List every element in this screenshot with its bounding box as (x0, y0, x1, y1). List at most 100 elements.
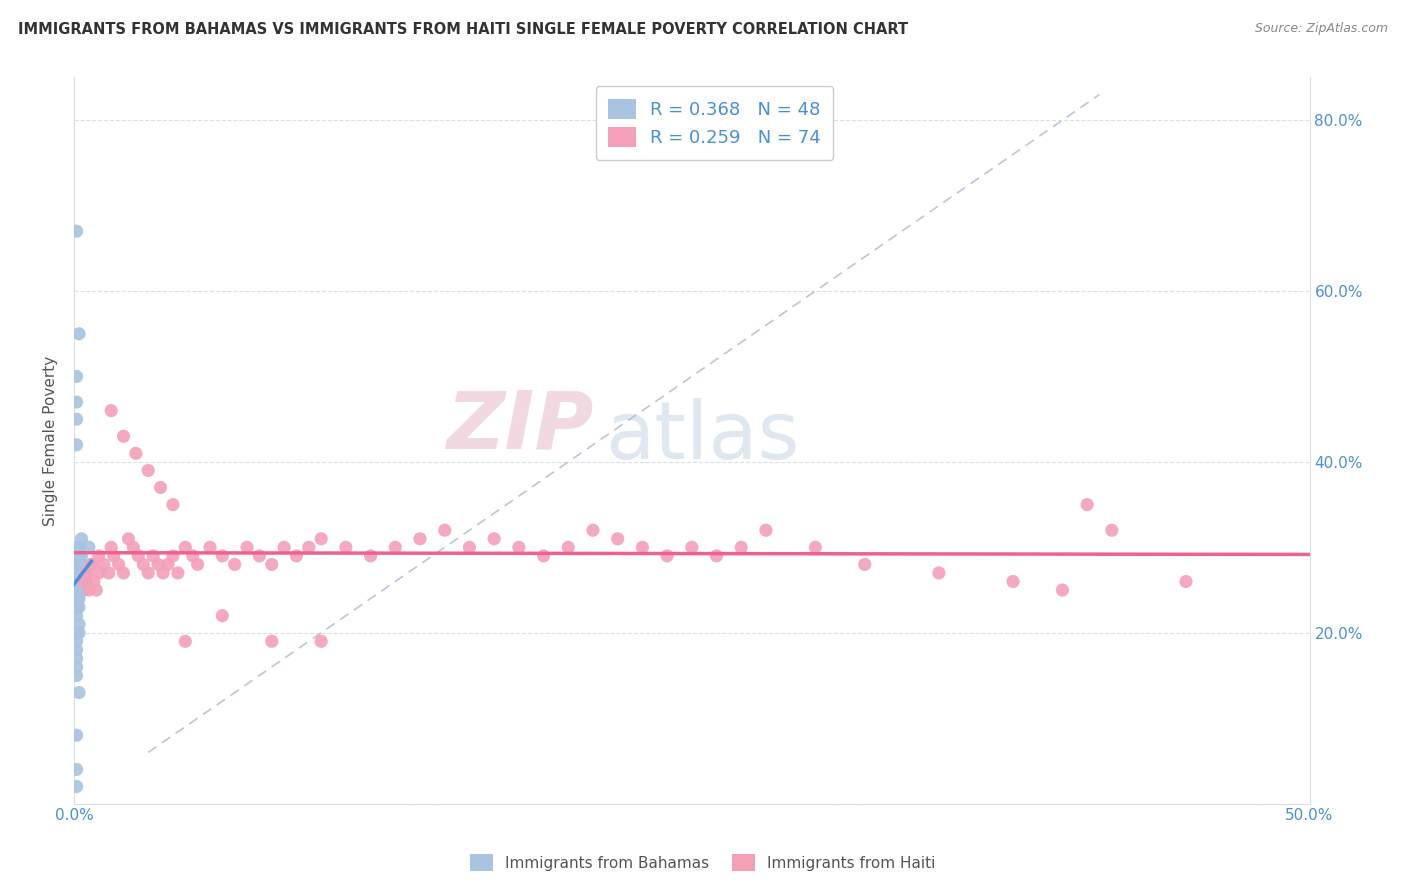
Point (224, 558, 246, 572)
Point (1076, 498, 1098, 512)
Point (80, 558, 103, 572)
Point (928, 566, 950, 580)
Text: atlas: atlas (606, 398, 800, 476)
Point (655, 549, 678, 563)
Point (107, 558, 129, 572)
Point (73, 582, 96, 597)
Point (67, 326, 90, 341)
Point (100, 403, 122, 417)
Point (187, 558, 209, 572)
Point (65, 668, 87, 682)
Legend: Immigrants from Bahamas, Immigrants from Haiti: Immigrants from Bahamas, Immigrants from… (464, 848, 942, 877)
Point (730, 541, 752, 555)
Point (198, 541, 221, 555)
Point (67, 541, 90, 555)
Point (606, 532, 628, 546)
Point (260, 634, 283, 648)
Point (67, 591, 90, 606)
Point (65, 558, 87, 572)
Point (125, 446, 148, 460)
Point (93, 558, 115, 572)
Point (97, 566, 120, 580)
Point (122, 541, 145, 555)
Point (65, 728, 87, 742)
Point (433, 523, 456, 537)
Point (65, 566, 87, 580)
Point (298, 541, 321, 555)
Point (65, 651, 87, 665)
Point (65, 369, 87, 384)
Point (86, 582, 108, 597)
Point (75, 566, 97, 580)
Point (482, 532, 505, 546)
Text: Source: ZipAtlas.com: Source: ZipAtlas.com (1254, 22, 1388, 36)
Point (582, 523, 605, 537)
Point (65, 643, 87, 657)
Point (557, 541, 579, 555)
Y-axis label: Single Female Poverty: Single Female Poverty (44, 355, 58, 525)
Point (247, 549, 270, 563)
Point (458, 541, 481, 555)
Point (70, 532, 93, 546)
Point (65, 541, 87, 555)
Point (100, 541, 122, 555)
Point (70, 549, 93, 563)
Point (83, 574, 105, 589)
Point (136, 566, 159, 580)
Point (142, 549, 165, 563)
Point (167, 566, 190, 580)
Point (73, 574, 96, 589)
Point (409, 532, 432, 546)
Point (67, 549, 90, 563)
Point (73, 566, 96, 580)
Point (162, 549, 184, 563)
Point (77, 541, 100, 555)
Point (65, 224, 87, 238)
Point (162, 498, 184, 512)
Point (174, 541, 197, 555)
Point (1052, 582, 1074, 597)
Point (174, 634, 197, 648)
Text: IMMIGRANTS FROM BAHAMAS VS IMMIGRANTS FROM HAITI SINGLE FEMALE POVERTY CORRELATI: IMMIGRANTS FROM BAHAMAS VS IMMIGRANTS FR… (18, 22, 908, 37)
Point (533, 549, 555, 563)
Point (112, 566, 135, 580)
Legend: R = 0.368   N = 48, R = 0.259   N = 74: R = 0.368 N = 48, R = 0.259 N = 74 (596, 87, 834, 160)
Point (384, 541, 406, 555)
Point (65, 412, 87, 426)
Text: ZIP: ZIP (446, 387, 593, 465)
Point (681, 541, 703, 555)
Point (73, 574, 96, 589)
Point (65, 574, 87, 589)
Point (103, 549, 125, 563)
Point (65, 780, 87, 794)
Point (65, 600, 87, 615)
Point (804, 541, 827, 555)
Point (755, 523, 778, 537)
Point (65, 660, 87, 674)
Point (112, 429, 135, 443)
Point (67, 582, 90, 597)
Point (77, 582, 100, 597)
Point (181, 549, 204, 563)
Point (260, 558, 283, 572)
Point (67, 566, 90, 580)
Point (67, 617, 90, 632)
Point (65, 582, 87, 597)
Point (156, 558, 179, 572)
Point (285, 549, 308, 563)
Point (65, 438, 87, 452)
Point (67, 685, 90, 699)
Point (65, 395, 87, 409)
Point (149, 481, 172, 495)
Point (273, 541, 295, 555)
Point (65, 634, 87, 648)
Point (309, 532, 332, 546)
Point (309, 634, 332, 648)
Point (67, 600, 90, 615)
Point (1101, 523, 1123, 537)
Point (335, 541, 357, 555)
Point (236, 541, 259, 555)
Point (1175, 574, 1198, 589)
Point (146, 558, 169, 572)
Point (211, 549, 233, 563)
